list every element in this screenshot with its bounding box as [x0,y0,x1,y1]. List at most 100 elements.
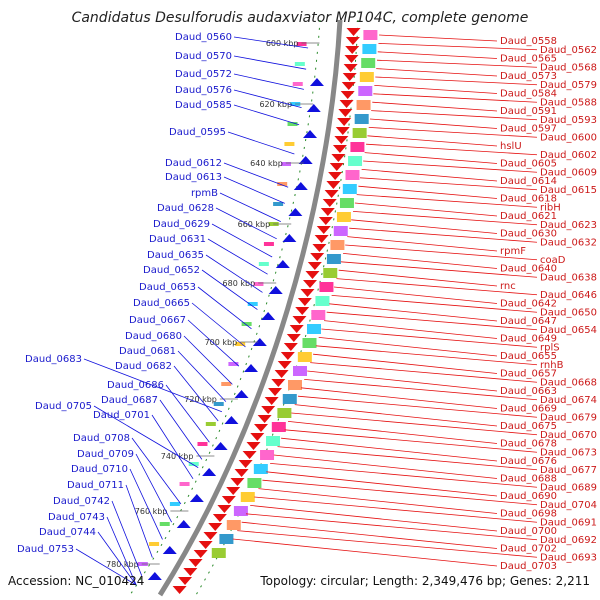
left-gene-label: Daud_0686 [107,380,164,391]
left-leader-line [233,104,300,126]
right-leader-line [294,404,498,427]
left-leader-line [111,500,143,576]
right-leader-line [378,43,538,51]
right-gene-label: Daud_0668 [540,377,597,388]
forward-gene-arrow [253,424,268,432]
gene-block [221,382,232,386]
forward-gene-arrow [172,586,187,594]
gene-block [284,142,295,146]
left-leader-line [205,254,263,293]
right-gene-label: rpmF [500,246,526,257]
right-gene-label: Daud_0602 [540,150,597,161]
left-gene-label: Daud_0572 [175,69,232,80]
gene-block [287,122,298,126]
right-gene-label: Daud_0597 [500,124,557,135]
right-leader-line [340,261,538,278]
right-gene-label: Daud_0646 [540,290,597,301]
forward-gene-arrow [264,397,279,405]
left-gene-label: Daud_0665 [133,298,190,309]
right-gene-label: Daud_0669 [500,404,557,415]
tick-label: 780 kbp [106,560,139,569]
right-gene-label: rnc [500,281,516,292]
gene-block [247,478,262,488]
right-leader-line [304,379,538,401]
left-leader-line [151,414,194,480]
forward-gene-arrow [314,235,329,243]
gene-block [277,182,288,186]
right-leader-line [291,412,538,436]
right-leader-line [361,169,498,182]
gene-block [361,58,376,68]
right-gene-label: Daud_0679 [540,412,597,423]
right-gene-label: Daud_0673 [540,447,597,458]
reverse-gene-arrow [303,130,318,138]
topology-text: Topology: circular; Length: 2,349,476 bp… [260,574,590,588]
left-leader-line [106,516,137,586]
gene-block [354,114,369,124]
gene-block [169,502,180,506]
gene-block [263,242,274,246]
gene-block [197,442,208,446]
gene-block [293,366,308,376]
forward-gene-arrow [221,496,236,504]
reverse-gene-arrow [213,442,228,450]
forward-gene-arrow [292,316,307,324]
left-gene-label: Daud_0683 [25,354,82,365]
gene-block [302,338,317,348]
genome-backbone [157,19,343,597]
right-gene-label: ribH [540,202,561,213]
left-gene-label: Daud_0705 [35,401,92,412]
right-leader-line [371,110,538,121]
right-leader-line [270,463,538,488]
forward-gene-arrow [230,478,245,486]
right-leader-line [326,311,538,331]
right-leader-line [258,488,498,514]
left-leader-line [75,548,137,586]
gene-block [296,42,307,46]
forward-gene-arrow [305,271,320,279]
right-leader-line [359,177,538,191]
forward-gene-arrow [183,568,198,576]
reverse-gene-arrow [234,390,249,398]
right-gene-label: Daud_0678 [500,439,557,450]
reverse-gene-arrow [275,260,290,268]
forward-gene-arrow [277,361,292,369]
gene-block [330,240,345,250]
forward-gene-arrow [341,82,356,90]
left-gene-label: Daud_0711 [67,480,124,491]
forward-gene-arrow [331,154,346,162]
tick-label: 760 kbp [135,507,168,516]
right-leader-line [356,194,538,208]
forward-gene-arrow [339,100,354,108]
gene-block [358,86,373,96]
accession-text: Accession: NC_010424 [8,574,145,588]
right-leader-line [262,479,538,506]
reverse-gene-arrow [306,104,321,112]
right-gene-label: Daud_0670 [540,430,597,441]
right-leader-line [329,303,498,322]
tick-label: 700 kbp [205,338,238,347]
forward-gene-arrow [203,532,218,540]
right-leader-line [284,429,538,453]
reverse-gene-arrow [288,208,303,216]
forward-gene-arrow [329,163,344,171]
left-gene-label: Daud_0570 [175,51,232,62]
right-gene-label: Daud_0605 [500,159,557,170]
gene-block [306,324,321,334]
left-leader-line [227,131,295,155]
forward-gene-arrow [344,55,359,63]
reverse-gene-arrow [261,312,276,320]
right-leader-line [237,530,538,558]
right-leader-line [254,496,538,523]
left-leader-line [187,319,240,367]
gene-block [297,352,312,362]
left-leader-line [97,531,137,586]
forward-gene-arrow [268,388,283,396]
gene-block [205,422,216,426]
left-gene-label: Daud_0585 [175,100,232,111]
forward-gene-arrow [322,199,337,207]
right-gene-label: coaD [540,255,566,266]
tick-label: 600 kbp [266,39,299,48]
gene-block [159,522,170,526]
